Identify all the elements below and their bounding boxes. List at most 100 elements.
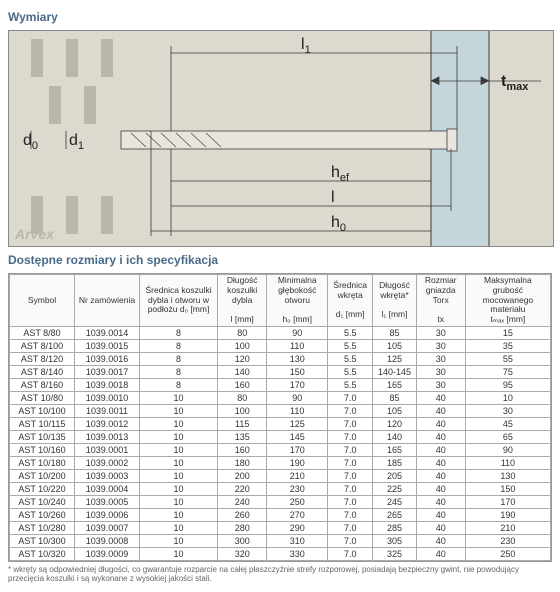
table-cell: 265 <box>373 508 416 521</box>
table-cell: 1039.0012 <box>75 417 140 430</box>
table-cell: 110 <box>465 456 550 469</box>
table-cell: 40 <box>416 547 465 560</box>
table-cell: 30 <box>416 339 465 352</box>
table-cell: 15 <box>465 326 550 339</box>
table-cell: 10 <box>140 521 218 534</box>
table-cell: 40 <box>416 482 465 495</box>
table-cell: 110 <box>267 404 328 417</box>
table-cell: 100 <box>218 339 267 352</box>
table-cell: 40 <box>416 469 465 482</box>
table-cell: 1039.0008 <box>75 534 140 547</box>
table-cell: 170 <box>267 443 328 456</box>
table-cell: 165 <box>373 378 416 391</box>
table-cell: 10 <box>140 534 218 547</box>
table-cell: 40 <box>416 404 465 417</box>
table-cell: AST 10/320 <box>10 547 75 560</box>
table-cell: 10 <box>140 430 218 443</box>
table-cell: 95 <box>465 378 550 391</box>
col-header: Minimalna głębokość otworuh₀ [mm] <box>267 275 328 327</box>
table-cell: AST 10/280 <box>10 521 75 534</box>
table-cell: 1039.0010 <box>75 391 140 404</box>
table-row: AST 10/2201039.0004102202307.022540150 <box>10 482 551 495</box>
table-cell: 7.0 <box>328 456 373 469</box>
table-cell: 8 <box>140 339 218 352</box>
table-cell: 30 <box>465 404 550 417</box>
table-cell: 330 <box>267 547 328 560</box>
table-cell: 1039.0018 <box>75 378 140 391</box>
table-cell: 40 <box>416 456 465 469</box>
table-cell: 30 <box>416 378 465 391</box>
table-cell: 65 <box>465 430 550 443</box>
table-cell: 8 <box>140 378 218 391</box>
table-cell: 125 <box>267 417 328 430</box>
table-cell: 7.0 <box>328 443 373 456</box>
table-cell: 90 <box>267 391 328 404</box>
table-cell: 8 <box>140 326 218 339</box>
table-cell: 1039.0016 <box>75 352 140 365</box>
table-cell: 1039.0013 <box>75 430 140 443</box>
table-cell: 30 <box>416 326 465 339</box>
table-row: AST 10/1151039.0012101151257.01204045 <box>10 417 551 430</box>
table-cell: AST 10/220 <box>10 482 75 495</box>
table-cell: 220 <box>218 482 267 495</box>
table-cell: 1039.0002 <box>75 456 140 469</box>
table-cell: 270 <box>267 508 328 521</box>
table-cell: 80 <box>218 326 267 339</box>
table-cell: 7.0 <box>328 469 373 482</box>
dimension-diagram: l1 tmax d0 d1 hef l h0 Arvex <box>8 30 554 247</box>
col-header: Maksymalna grubość mocowanego materiałut… <box>465 275 550 327</box>
table-cell: 310 <box>267 534 328 547</box>
table-cell: AST 10/200 <box>10 469 75 482</box>
table-cell: 190 <box>465 508 550 521</box>
table-cell: 85 <box>373 391 416 404</box>
table-cell: 1039.0014 <box>75 326 140 339</box>
table-cell: 40 <box>416 495 465 508</box>
table-cell: 120 <box>218 352 267 365</box>
table-cell: AST 8/160 <box>10 378 75 391</box>
table-cell: 140 <box>218 365 267 378</box>
table-row: AST 10/1351039.0013101351457.01404065 <box>10 430 551 443</box>
table-cell: 1039.0006 <box>75 508 140 521</box>
table-cell: 40 <box>416 521 465 534</box>
table-cell: 7.0 <box>328 430 373 443</box>
table-cell: 5.5 <box>328 365 373 378</box>
table-cell: 170 <box>465 495 550 508</box>
table-cell: 1039.0005 <box>75 495 140 508</box>
table-cell: 1039.0017 <box>75 365 140 378</box>
table-cell: 40 <box>416 534 465 547</box>
table-cell: 140-145 <box>373 365 416 378</box>
table-cell: 285 <box>373 521 416 534</box>
brand-watermark: Arvex <box>15 226 54 242</box>
table-cell: 260 <box>218 508 267 521</box>
table-cell: AST 10/240 <box>10 495 75 508</box>
table-cell: 40 <box>416 391 465 404</box>
table-cell: 1039.0007 <box>75 521 140 534</box>
table-cell: 10 <box>140 404 218 417</box>
table-cell: AST 10/160 <box>10 443 75 456</box>
table-cell: 40 <box>416 508 465 521</box>
table-row: AST 10/1001039.0011101001107.01054030 <box>10 404 551 417</box>
table-cell: 7.0 <box>328 495 373 508</box>
table-cell: 10 <box>140 495 218 508</box>
col-header: Rozmiar gniazda Torxtx <box>416 275 465 327</box>
table-cell: 100 <box>218 404 267 417</box>
table-cell: 10 <box>465 391 550 404</box>
table-cell: 45 <box>465 417 550 430</box>
table-cell: 10 <box>140 456 218 469</box>
table-cell: 1039.0011 <box>75 404 140 417</box>
table-cell: AST 10/80 <box>10 391 75 404</box>
table-cell: 85 <box>373 326 416 339</box>
table-cell: 245 <box>373 495 416 508</box>
table-cell: 280 <box>218 521 267 534</box>
table-row: AST 8/1001039.001581001105.51053035 <box>10 339 551 352</box>
table-cell: 10 <box>140 469 218 482</box>
table-cell: 140 <box>373 430 416 443</box>
table-cell: 30 <box>416 352 465 365</box>
table-cell: 35 <box>465 339 550 352</box>
table-cell: AST 10/135 <box>10 430 75 443</box>
table-cell: 10 <box>140 391 218 404</box>
table-cell: 180 <box>218 456 267 469</box>
table-cell: 290 <box>267 521 328 534</box>
table-cell: 55 <box>465 352 550 365</box>
table-cell: 205 <box>373 469 416 482</box>
